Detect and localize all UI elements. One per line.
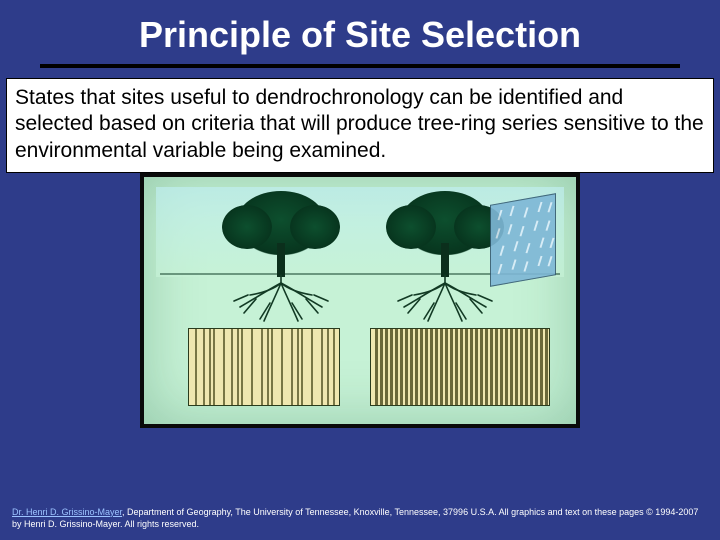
tree-ring [267,329,269,405]
tree-ring [251,329,253,405]
tree-ring [241,329,243,405]
tree-ring [435,329,438,405]
rain-drop-icon [498,210,503,220]
tree-ring [465,329,468,405]
tree-ring [470,329,473,405]
trunk-icon [277,243,285,277]
tree-ring [515,329,518,405]
rain-panel [490,193,556,287]
tree-ring [545,329,548,405]
tree-ring [525,329,528,405]
slide: Principle of Site Selection States that … [0,0,720,540]
roots-icon [226,273,336,325]
rain-drop-icon [514,241,519,251]
credit-line: Dr. Henri D. Grissino-Mayer, Department … [12,506,708,530]
slide-title: Principle of Site Selection [0,0,720,64]
rain-drop-icon [524,207,529,217]
tree-ring [495,329,498,405]
roots-icon [390,273,500,325]
tree-ring [261,329,263,405]
tree-ring [209,329,211,405]
tree-ring [195,329,197,405]
tree-ring [440,329,443,405]
tree-ring [400,329,403,405]
wood-sample-sensitive [370,328,550,406]
tree-ring [390,329,393,405]
tree-ring [445,329,448,405]
tree-ring [480,329,483,405]
tree-ring [203,329,205,405]
rain-drop-icon [546,220,551,230]
tree-ring [430,329,433,405]
tree-ring [415,329,418,405]
rain-drop-icon [508,224,513,234]
tree-ring [327,329,329,405]
tree-ring [271,329,273,405]
tree-ring [490,329,493,405]
tree-ring [281,329,283,405]
tree-ring [420,329,423,405]
tree-ring [410,329,413,405]
tree-ring [485,329,488,405]
tree-ring [380,329,383,405]
rain-drop-icon [534,220,539,230]
tree-ring [291,329,293,405]
rain-drop-icon [538,202,543,212]
rain-drop-icon [496,228,501,238]
rain-drop-icon [510,206,515,216]
tree-ring [223,329,225,405]
rain-drop-icon [498,264,503,274]
body-text: States that sites useful to dendrochrono… [6,78,714,173]
trunk-icon [441,243,449,277]
tree-ring [500,329,503,405]
tree-ring [333,329,335,405]
tree-ring [505,329,508,405]
tree-ring [321,329,323,405]
tree-ring [530,329,533,405]
wood-sample-complacent [188,328,340,406]
dendro-figure [140,173,580,428]
tree-ring [510,329,513,405]
rain-drop-icon [548,202,553,212]
tree-ring [455,329,458,405]
tree-ring [395,329,398,405]
credit-author-link[interactable]: Dr. Henri D. Grissino-Mayer [12,507,122,517]
tree-ring [301,329,303,405]
tree-ring [237,329,239,405]
rain-drop-icon [526,243,531,253]
tree-ring [375,329,378,405]
tree-ring [540,329,543,405]
title-rule [40,64,680,68]
tree-ring [231,329,233,405]
rain-drop-icon [550,237,555,247]
rain-drop-icon [512,259,517,269]
rain-drop-icon [540,237,545,247]
tree-ring [425,329,428,405]
tree-ring [297,329,299,405]
tree-ring [475,329,478,405]
figure-wrap [140,173,580,428]
rain-drop-icon [520,226,525,236]
tree-ring [385,329,388,405]
tree-ring [405,329,408,405]
tree-ring [535,329,538,405]
tree-ring [213,329,215,405]
tree-ring [311,329,313,405]
rain-drop-icon [538,256,543,266]
tree-left [216,191,346,321]
tree-ring [450,329,453,405]
rain-drop-icon [524,261,529,271]
rain-drop-icon [500,245,505,255]
rain-drop-icon [548,256,553,266]
tree-ring [520,329,523,405]
tree-ring [460,329,463,405]
